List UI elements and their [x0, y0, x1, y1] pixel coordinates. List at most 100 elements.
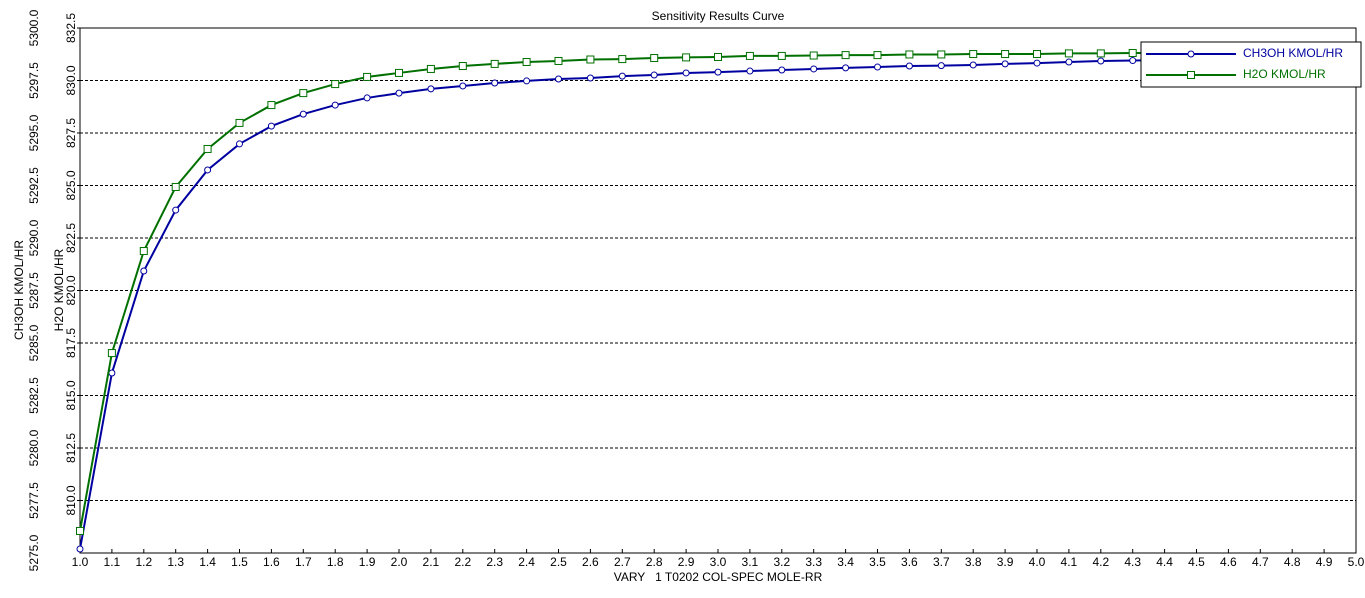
y2-tick-label: 832.5 [64, 13, 78, 43]
data-marker [1033, 50, 1041, 59]
y-tick-label: 5290.0 [27, 219, 41, 256]
data-marker [905, 62, 913, 70]
x-tick-label: 1.3 [167, 555, 184, 569]
data-marker [1129, 57, 1137, 65]
y-axis-title: CH3OH KMOL/HR [12, 240, 26, 340]
chart-title: Sensitivity Results Curve [652, 9, 785, 23]
data-marker [426, 64, 435, 73]
data-marker [842, 64, 850, 72]
data-marker [427, 85, 435, 93]
data-marker [555, 75, 562, 83]
data-marker [1097, 57, 1105, 65]
x-tick-label: 2.8 [646, 555, 663, 569]
x-tick-label: 3.0 [710, 555, 727, 569]
legend-box [1140, 41, 1362, 88]
data-marker [778, 66, 786, 74]
data-marker [1065, 58, 1073, 66]
data-marker [139, 247, 148, 256]
data-marker [363, 72, 372, 81]
y2-tick-label: 820.0 [64, 275, 78, 305]
data-marker [490, 59, 499, 68]
data-marker [267, 101, 276, 110]
x-tick-label: 1.8 [327, 555, 344, 569]
y-tick-label: 5300.0 [27, 9, 41, 46]
y-tick-label: 5282.5 [27, 377, 41, 414]
x-tick-label: 4.6 [1220, 555, 1237, 569]
data-marker [172, 206, 180, 214]
data-marker [810, 65, 818, 73]
data-marker [618, 72, 626, 80]
data-marker [650, 71, 658, 79]
x-tick-label: 2.6 [582, 555, 599, 569]
data-marker [1001, 60, 1009, 68]
x-tick-label: 1.4 [199, 555, 216, 569]
data-marker [76, 526, 84, 535]
legend-marker [1187, 71, 1195, 79]
data-marker [937, 50, 946, 59]
legend-marker [1187, 50, 1195, 58]
x-tick-label: 3.5 [869, 555, 886, 569]
y-tick-label: 5285.0 [27, 324, 41, 361]
data-marker [395, 68, 403, 77]
y2-axis-title: H2O KMOL/HR [52, 248, 66, 331]
x-tick-label: 3.9 [997, 555, 1014, 569]
data-marker [809, 51, 818, 60]
x-tick-label: 2.2 [454, 555, 471, 569]
data-marker [682, 53, 691, 62]
data-marker [459, 82, 467, 90]
data-marker [331, 101, 339, 109]
data-marker [331, 80, 340, 89]
x-tick-label: 1.6 [263, 555, 280, 569]
data-marker [1033, 59, 1041, 67]
y-tick-label: 5287.5 [27, 272, 41, 309]
x-tick-label: 1.1 [104, 555, 121, 569]
data-marker [777, 51, 786, 60]
data-marker [76, 545, 84, 553]
data-marker [650, 54, 659, 63]
data-marker [363, 94, 371, 102]
data-marker [937, 62, 945, 70]
data-marker [745, 51, 754, 60]
data-marker [395, 89, 403, 97]
data-marker [969, 61, 977, 69]
y2-tick-label: 827.5 [64, 118, 78, 148]
x-tick-label: 1.0 [72, 555, 89, 569]
data-marker [458, 62, 467, 71]
y-tick-label: 5275.0 [27, 534, 41, 571]
data-marker [1128, 48, 1137, 57]
y-tick-label: 5297.5 [27, 62, 41, 99]
data-marker [235, 118, 244, 127]
x-tick-label: 2.0 [391, 555, 408, 569]
data-marker [746, 67, 754, 75]
data-marker [682, 69, 690, 77]
x-tick-label: 3.4 [837, 555, 854, 569]
y2-tick-label: 812.5 [64, 433, 78, 463]
x-tick-label: 4.8 [1284, 555, 1301, 569]
data-marker [522, 58, 531, 67]
y2-tick-label: 810.0 [64, 485, 78, 515]
x-tick-label: 5.0 [1348, 555, 1365, 569]
data-marker [841, 51, 850, 60]
data-marker [1096, 49, 1105, 58]
x-tick-label: 4.4 [1156, 555, 1173, 569]
data-marker [586, 55, 595, 64]
data-marker [236, 140, 243, 148]
data-marker [299, 89, 308, 98]
y-tick-label: 5277.5 [27, 482, 41, 519]
x-tick-label: 3.2 [773, 555, 790, 569]
y2-tick-label: 815.0 [64, 380, 78, 410]
y-tick-label: 5292.5 [27, 167, 41, 204]
data-marker [714, 68, 722, 76]
x-tick-label: 3.8 [965, 555, 982, 569]
y-tick-label: 5295.0 [27, 114, 41, 151]
data-marker [171, 182, 180, 191]
data-marker [873, 51, 882, 60]
x-tick-label: 2.1 [423, 555, 440, 569]
x-tick-label: 2.9 [678, 555, 695, 569]
data-marker [523, 77, 531, 85]
x-tick-label: 2.7 [614, 555, 631, 569]
x-tick-label: 3.7 [933, 555, 950, 569]
